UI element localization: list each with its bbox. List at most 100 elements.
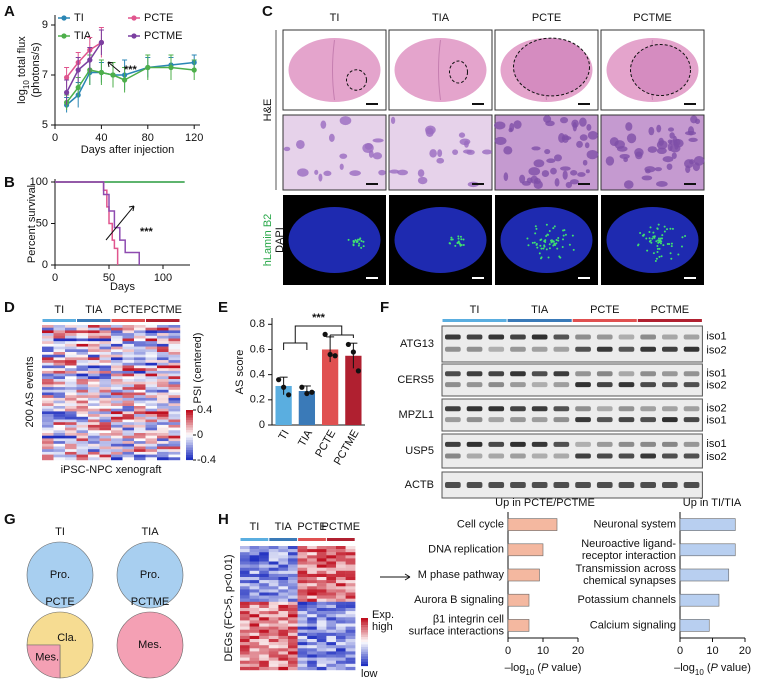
colorbar-cell bbox=[186, 415, 193, 418]
heatmap-cell bbox=[336, 629, 346, 633]
heatmap-cell bbox=[288, 604, 298, 609]
heatmap-cell bbox=[134, 441, 146, 444]
heatmap-cell bbox=[99, 430, 112, 434]
heatmap-cell bbox=[336, 663, 346, 668]
heatmap-cell bbox=[278, 611, 289, 615]
category-label: Calcium signaling bbox=[590, 619, 676, 631]
heatmap-cell bbox=[307, 648, 317, 652]
heatmap-cell bbox=[326, 555, 337, 559]
legend-dot bbox=[61, 15, 67, 21]
heatmap-cell bbox=[65, 406, 77, 409]
lamin-signal bbox=[663, 225, 666, 228]
heatmap-cell bbox=[65, 379, 77, 382]
gel-band bbox=[553, 382, 570, 388]
lamin-signal bbox=[671, 227, 674, 230]
group-bar bbox=[269, 538, 298, 541]
heatmap-cell bbox=[65, 333, 77, 336]
heatmap-cell bbox=[168, 400, 181, 404]
cell-nucleus bbox=[587, 130, 598, 140]
heatmap-cell bbox=[99, 346, 112, 350]
heatmap-cell bbox=[157, 433, 169, 436]
heatmap-cell bbox=[157, 368, 169, 372]
lamin-signal bbox=[659, 239, 662, 242]
heatmap-cell bbox=[316, 564, 327, 568]
lamin-signal bbox=[681, 236, 684, 239]
heatmap-cell bbox=[345, 564, 356, 568]
heatmap-cell bbox=[145, 341, 158, 345]
heatmap-cell bbox=[76, 360, 89, 363]
y-axis-label: 200 AS events bbox=[24, 356, 36, 427]
heatmap-cell bbox=[42, 354, 54, 358]
heatmap-cell bbox=[145, 349, 158, 353]
cell-nucleus bbox=[533, 180, 543, 190]
heatmap-cell bbox=[42, 360, 54, 363]
heatmap-cell bbox=[240, 632, 250, 637]
lamin-signal bbox=[450, 238, 453, 241]
heatmap-cell bbox=[145, 373, 158, 377]
heatmap-cell bbox=[53, 408, 66, 412]
heatmap-cell bbox=[278, 648, 289, 652]
heatmap-cell bbox=[65, 335, 77, 339]
heatmap-cell bbox=[53, 381, 66, 385]
cell-nucleus bbox=[694, 118, 701, 125]
heatmap-cell bbox=[240, 546, 250, 550]
heatmap-cell bbox=[168, 403, 181, 407]
heatmap-cell bbox=[240, 583, 250, 587]
heatmap-cell bbox=[336, 558, 346, 562]
gel-strip bbox=[441, 471, 703, 499]
heatmap-cell bbox=[53, 346, 66, 350]
heatmap-cell bbox=[111, 435, 123, 439]
heatmap-cell bbox=[259, 552, 269, 556]
x-label-part: P bbox=[541, 662, 549, 674]
gel-band bbox=[683, 417, 700, 423]
heatmap-cell bbox=[122, 333, 135, 336]
heatmap-cell bbox=[336, 654, 346, 658]
heatmap-cell bbox=[145, 443, 158, 447]
heatmap-cell bbox=[297, 651, 308, 655]
lamin-signal bbox=[658, 241, 661, 244]
heatmap-cell bbox=[278, 561, 289, 565]
heatmap-cell bbox=[307, 654, 317, 658]
gel-band bbox=[445, 417, 461, 423]
heatmap-cell bbox=[111, 433, 123, 436]
gel-band bbox=[488, 482, 505, 488]
heatmap-cell bbox=[259, 642, 269, 646]
heatmap-cell bbox=[345, 651, 356, 655]
heatmap-cell bbox=[76, 387, 89, 390]
lamin-signal bbox=[358, 238, 361, 241]
heatmap-cell bbox=[297, 601, 308, 606]
lamin-signal bbox=[556, 247, 559, 250]
lamin-signal bbox=[462, 238, 465, 241]
heatmap-cell bbox=[122, 360, 135, 363]
cell-nucleus bbox=[576, 140, 583, 148]
heatmap-cell bbox=[168, 408, 181, 412]
lamin-signal bbox=[562, 234, 565, 237]
legend-label: PCTME bbox=[144, 30, 183, 42]
heatmap-cell bbox=[307, 567, 317, 571]
heatmap-cell bbox=[259, 580, 269, 584]
colorbar-cell bbox=[361, 622, 368, 626]
heatmap-cell bbox=[65, 419, 77, 423]
heatmap-cell bbox=[145, 346, 158, 350]
heatmap-cell bbox=[157, 381, 169, 385]
heatmap-cell bbox=[157, 408, 169, 412]
heatmap-cell bbox=[76, 422, 89, 426]
heatmap-cell bbox=[326, 586, 337, 590]
heatmap-cell bbox=[76, 416, 89, 420]
lamin-signal bbox=[457, 237, 460, 240]
heatmap-cell bbox=[307, 632, 317, 637]
heatmap-cell bbox=[168, 343, 181, 347]
heatmap-cell bbox=[316, 632, 327, 637]
heatmap-cell bbox=[168, 387, 181, 390]
heatmap-cell bbox=[240, 660, 250, 664]
heatmap-cell bbox=[259, 614, 269, 618]
heatmap-cell bbox=[88, 354, 100, 358]
lamin-signal bbox=[652, 235, 655, 238]
pie-slice bbox=[116, 611, 184, 679]
heatmap-cell bbox=[122, 422, 135, 426]
heatmap-cell bbox=[145, 427, 158, 431]
heatmap-cell bbox=[76, 338, 89, 342]
heatmap-cell bbox=[42, 349, 54, 353]
heatmap-cell bbox=[88, 379, 100, 382]
heatmap-cell bbox=[42, 387, 54, 390]
